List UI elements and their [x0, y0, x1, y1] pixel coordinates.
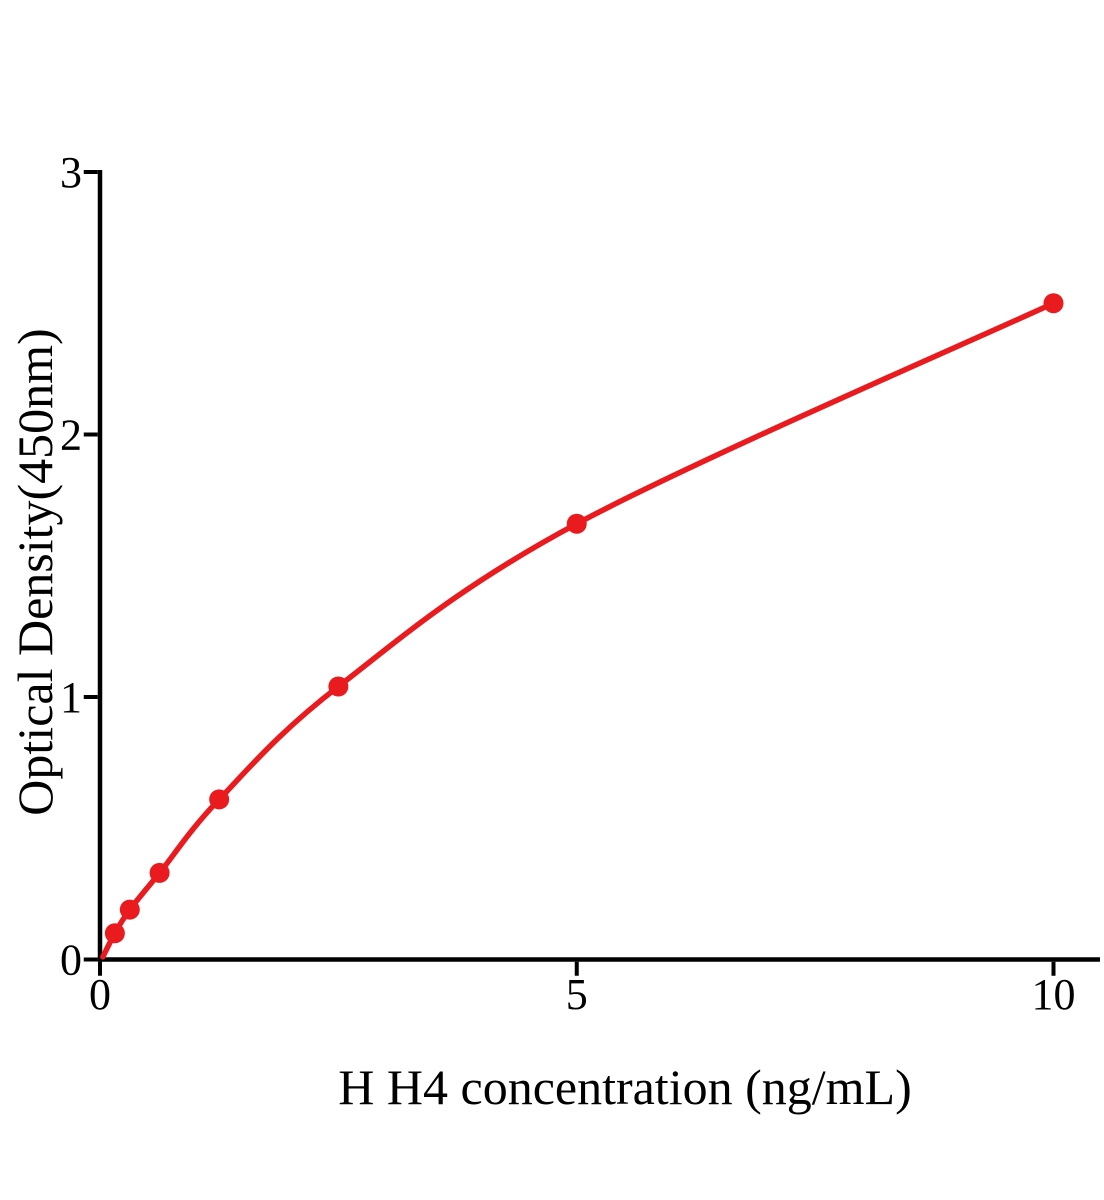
data-point	[209, 789, 230, 810]
data-point	[149, 862, 170, 883]
axis-tick-labels: 0 5 10 0 1 2 3	[60, 148, 1076, 1019]
data-point	[119, 899, 140, 920]
axis-ticks	[83, 170, 1056, 976]
x-tick-label: 0	[89, 970, 111, 1019]
data-point	[1043, 293, 1064, 314]
x-tick-label: 5	[566, 970, 588, 1019]
x-axis-title: H H4 concentration (ng/mL)	[338, 1059, 911, 1115]
data-point-markers	[104, 293, 1064, 944]
y-tick-label: 0	[60, 936, 82, 985]
y-axis-title: Optical Density(450nm)	[7, 328, 63, 815]
y-tick-label: 2	[60, 411, 82, 460]
data-point	[104, 923, 125, 944]
data-point	[566, 513, 587, 534]
y-tick-label: 3	[60, 148, 82, 197]
standard-curve-path	[100, 300, 1057, 960]
y-tick-label: 1	[60, 673, 82, 722]
data-point	[328, 676, 349, 697]
standard-curve	[100, 300, 1057, 960]
x-tick-label: 10	[1032, 970, 1076, 1019]
